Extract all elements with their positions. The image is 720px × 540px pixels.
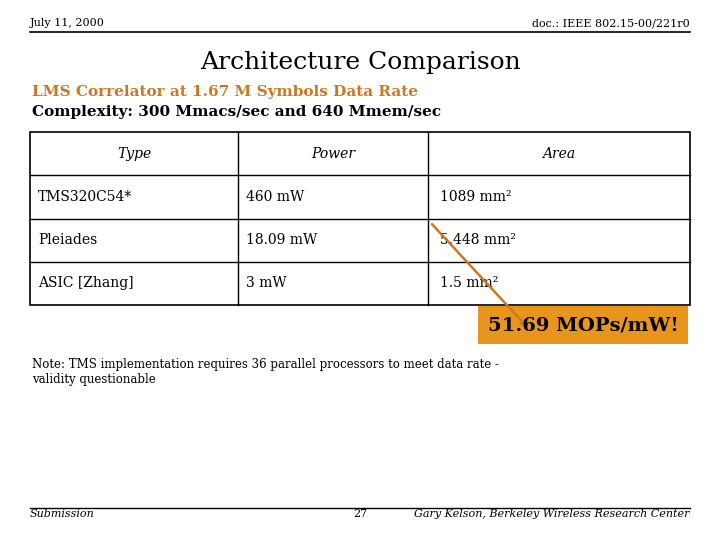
Text: Area: Area bbox=[542, 147, 575, 160]
Text: Architecture Comparison: Architecture Comparison bbox=[199, 51, 521, 73]
Text: LMS Correlator at 1.67 M Symbols Data Rate: LMS Correlator at 1.67 M Symbols Data Ra… bbox=[32, 85, 418, 99]
Text: 27: 27 bbox=[353, 509, 367, 519]
Text: Pleiades: Pleiades bbox=[38, 233, 97, 247]
Text: ASIC [Zhang]: ASIC [Zhang] bbox=[38, 276, 134, 291]
Text: 1089 mm²: 1089 mm² bbox=[440, 190, 512, 204]
Bar bbox=[30, 132, 690, 305]
Text: Note: TMS implementation requires 36 parallel processors to meet data rate -
val: Note: TMS implementation requires 36 par… bbox=[32, 358, 499, 386]
Text: 5.448 mm²: 5.448 mm² bbox=[440, 233, 516, 247]
Text: TMS320C54*: TMS320C54* bbox=[38, 190, 132, 204]
Text: 3 mW: 3 mW bbox=[246, 276, 287, 291]
Text: doc.: IEEE 802.15-00/221r0: doc.: IEEE 802.15-00/221r0 bbox=[532, 18, 690, 28]
Text: Type: Type bbox=[117, 147, 151, 160]
Text: Complexity: 300 Mmacs/sec and 640 Mmem/sec: Complexity: 300 Mmacs/sec and 640 Mmem/s… bbox=[32, 105, 441, 119]
Text: July 11, 2000: July 11, 2000 bbox=[30, 18, 105, 28]
Bar bbox=[478, 306, 688, 344]
Text: 460 mW: 460 mW bbox=[246, 190, 305, 204]
Text: 1.5 mm²: 1.5 mm² bbox=[440, 276, 498, 291]
Text: 51.69 MOPs/mW!: 51.69 MOPs/mW! bbox=[487, 316, 678, 334]
Text: Submission: Submission bbox=[30, 509, 95, 519]
Text: Power: Power bbox=[311, 147, 355, 160]
Text: Gary Kelson, Berkeley Wireless Research Center: Gary Kelson, Berkeley Wireless Research … bbox=[415, 509, 690, 519]
Text: 18.09 mW: 18.09 mW bbox=[246, 233, 318, 247]
